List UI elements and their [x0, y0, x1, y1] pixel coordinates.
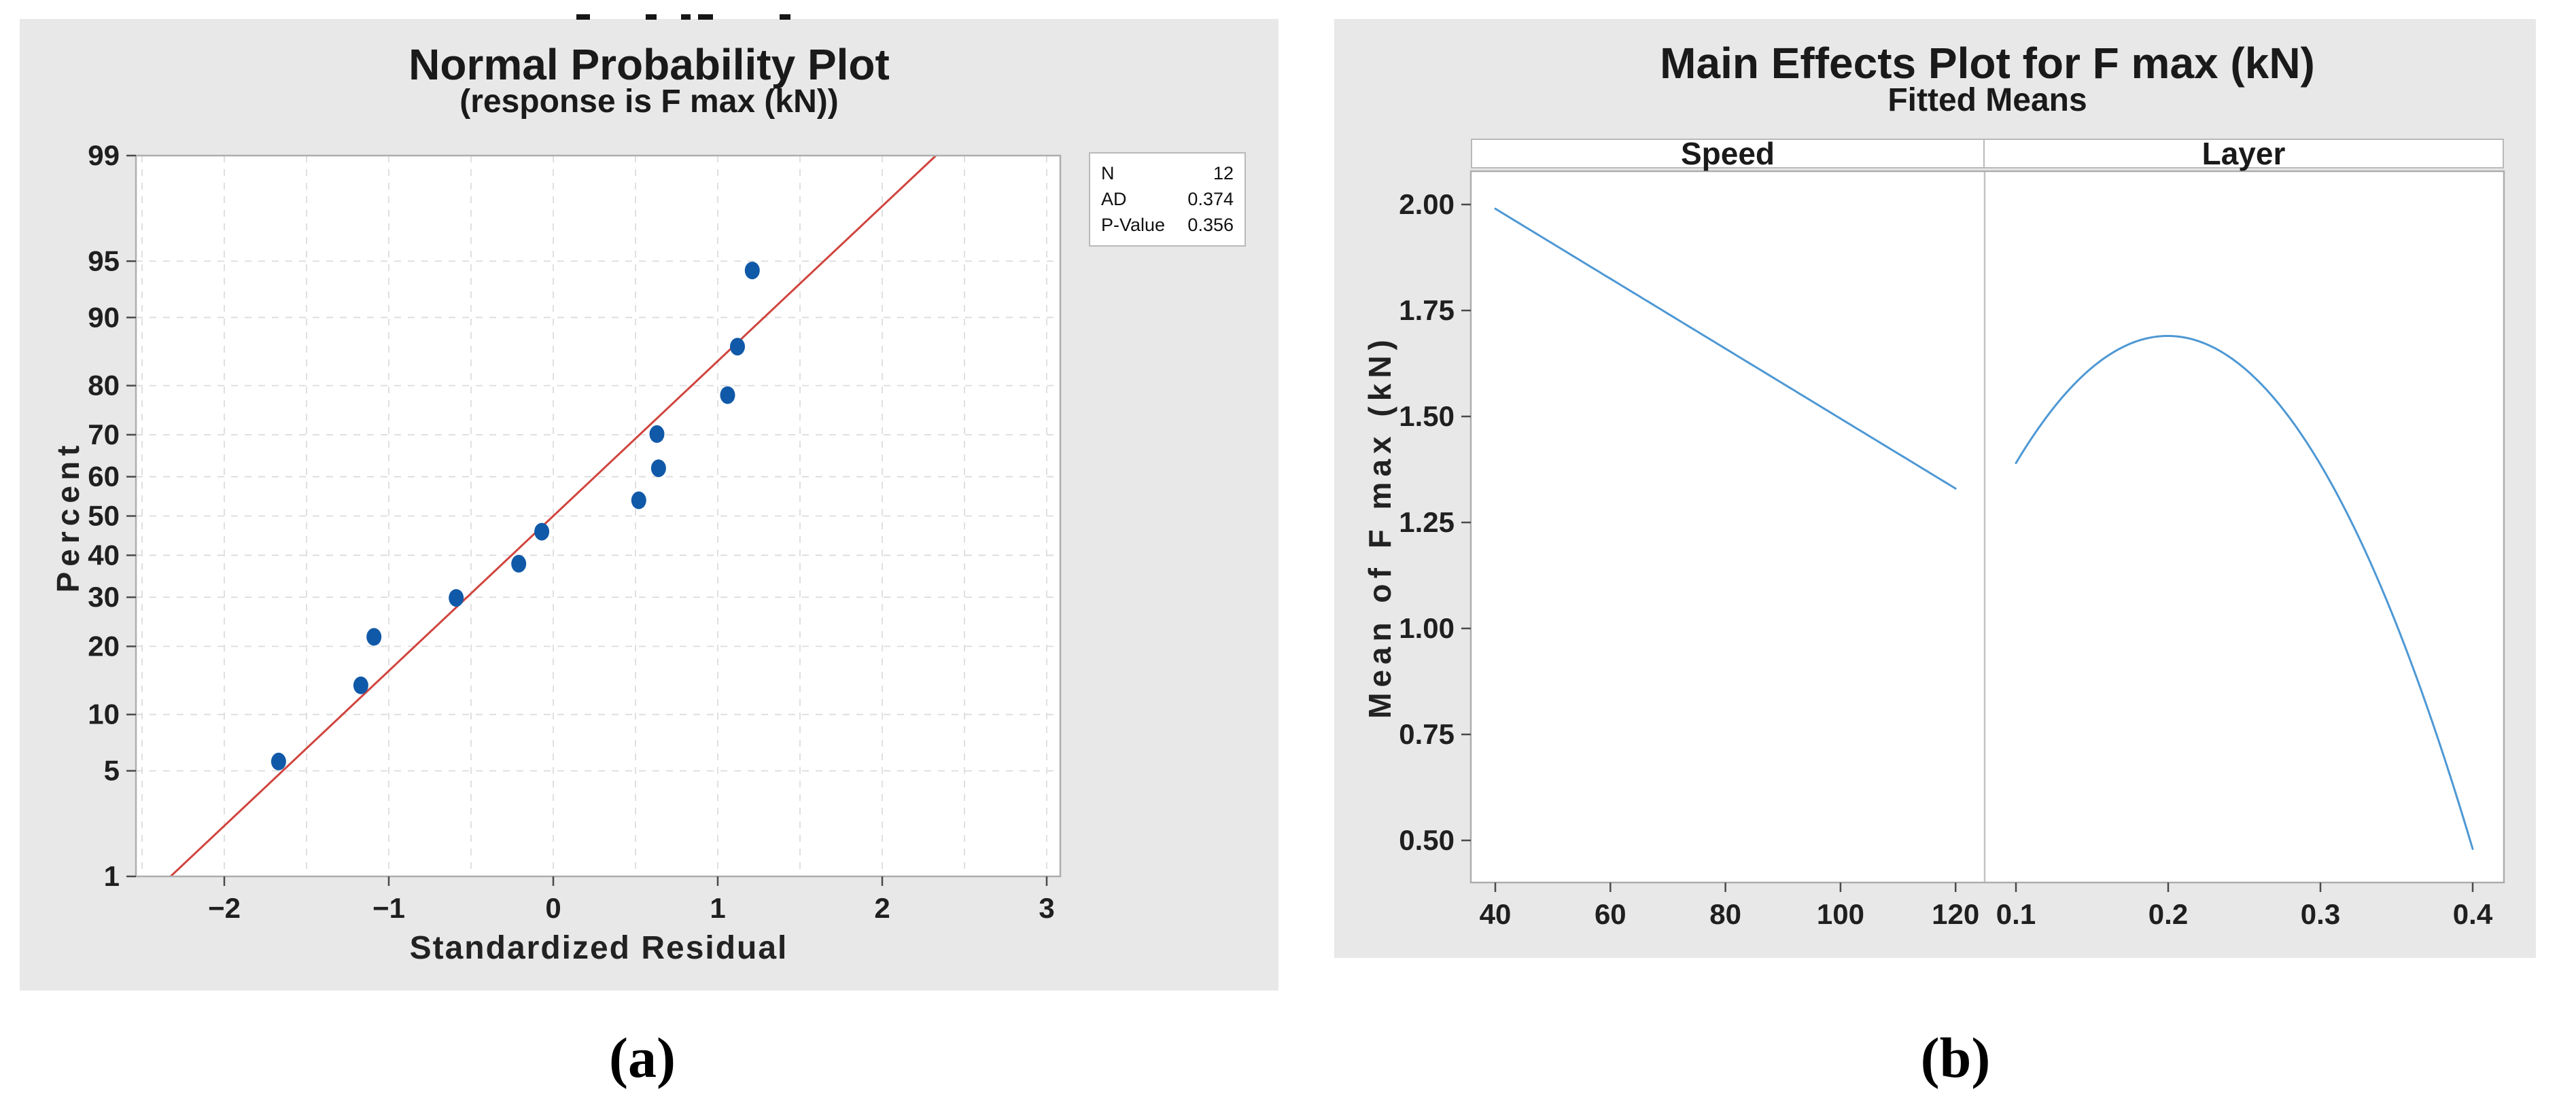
- svg-text:120: 120: [1932, 898, 1979, 930]
- data-point: [720, 386, 735, 404]
- svg-text:40: 40: [1480, 898, 1512, 930]
- svg-text:60: 60: [1595, 898, 1626, 930]
- svg-text:80: 80: [1709, 898, 1741, 930]
- panel-header-layer: Layer: [1983, 136, 2504, 171]
- stats-row-pvalue: P-Value 0.356: [1101, 212, 1234, 238]
- chart-a-y-axis-title: Percent: [50, 440, 86, 593]
- svg-text:100: 100: [1817, 898, 1864, 930]
- data-point: [649, 425, 665, 443]
- svg-text:−1: −1: [372, 892, 405, 924]
- svg-text:1.00: 1.00: [1399, 612, 1455, 644]
- stats-value-pvalue: 0.356: [1187, 215, 1234, 235]
- svg-text:0.1: 0.1: [1996, 898, 2036, 930]
- svg-text:2: 2: [874, 892, 890, 924]
- stats-label-n: N: [1101, 163, 1115, 183]
- chart-b-title: Main Effects Plot for F max (kN): [1660, 39, 2315, 88]
- data-point: [650, 459, 666, 478]
- stats-value-n: 12: [1213, 163, 1234, 183]
- svg-text:80: 80: [88, 370, 120, 402]
- stats-row-ad: AD 0.374: [1101, 186, 1234, 212]
- svg-text:70: 70: [88, 419, 120, 450]
- panel-header-speed-label: Speed: [1680, 136, 1775, 171]
- svg-text:1: 1: [710, 892, 725, 924]
- data-point: [631, 491, 646, 510]
- chart-a: −2 −1 0 1 2 3 1 5 10 20 30 40 50 60 70 80 90 95 99: [88, 139, 1062, 924]
- data-point: [449, 589, 464, 607]
- chart-a-title: Normal Probability Plot: [408, 40, 890, 89]
- svg-text:90: 90: [88, 301, 120, 333]
- svg-text:3: 3: [1039, 892, 1054, 924]
- data-point: [511, 554, 527, 573]
- anderson-darling-stats-box: N 12 AD 0.374 P-Value 0.356: [1089, 152, 1246, 247]
- svg-text:2.00: 2.00: [1399, 188, 1455, 220]
- svg-text:30: 30: [88, 581, 120, 613]
- svg-text:0.75: 0.75: [1399, 718, 1455, 750]
- svg-text:1.25: 1.25: [1399, 506, 1455, 538]
- chart-b: 2.00 1.75 1.50 1.25 1.00 0.75 0.50 40 60 80 100 120…: [1399, 170, 2505, 930]
- chart-b-subtitle: Fitted Means: [1887, 82, 2087, 118]
- caption-a: (a): [609, 1027, 676, 1090]
- panel-header-speed: Speed: [1471, 136, 1985, 171]
- svg-text:50: 50: [88, 500, 120, 532]
- panel-header-layer-label: Layer: [2201, 136, 2286, 171]
- svg-text:99: 99: [88, 139, 120, 171]
- data-point: [366, 628, 382, 646]
- effect-curve-layer: [2015, 335, 2474, 850]
- data-point: [744, 262, 760, 280]
- data-point: [271, 752, 286, 770]
- data-point: [534, 522, 550, 541]
- stats-row-n: N 12: [1101, 160, 1234, 186]
- svg-text:0.3: 0.3: [2301, 898, 2340, 930]
- svg-text:20: 20: [88, 630, 120, 662]
- svg-text:0.50: 0.50: [1399, 824, 1455, 856]
- chart-b-y-axis-title: Mean of F max (kN): [1362, 334, 1397, 719]
- data-point: [353, 676, 368, 694]
- svg-text:95: 95: [88, 245, 120, 277]
- svg-text:10: 10: [88, 698, 120, 730]
- svg-text:1.50: 1.50: [1399, 400, 1455, 432]
- fit-line: [169, 154, 937, 878]
- svg-text:0.4: 0.4: [2453, 898, 2493, 930]
- caption-b: (b): [1920, 1027, 1991, 1090]
- chart-a-subtitle: (response is F max (kN)): [459, 84, 839, 120]
- chart-a-x-axis-title: Standardized Residual: [409, 930, 788, 966]
- data-point: [730, 338, 745, 356]
- effect-curve-speed: [1494, 207, 1957, 490]
- svg-text:−2: −2: [208, 892, 241, 924]
- svg-text:1: 1: [104, 860, 120, 892]
- svg-text:40: 40: [88, 539, 120, 571]
- svg-text:1.75: 1.75: [1399, 294, 1455, 326]
- svg-text:60: 60: [88, 461, 120, 493]
- svg-text:0: 0: [545, 892, 561, 924]
- stats-value-ad: 0.374: [1187, 189, 1234, 209]
- stats-label-pvalue: P-Value: [1101, 215, 1166, 235]
- svg-text:5: 5: [104, 755, 120, 787]
- stats-label-ad: AD: [1101, 189, 1127, 209]
- svg-text:0.2: 0.2: [2148, 898, 2188, 930]
